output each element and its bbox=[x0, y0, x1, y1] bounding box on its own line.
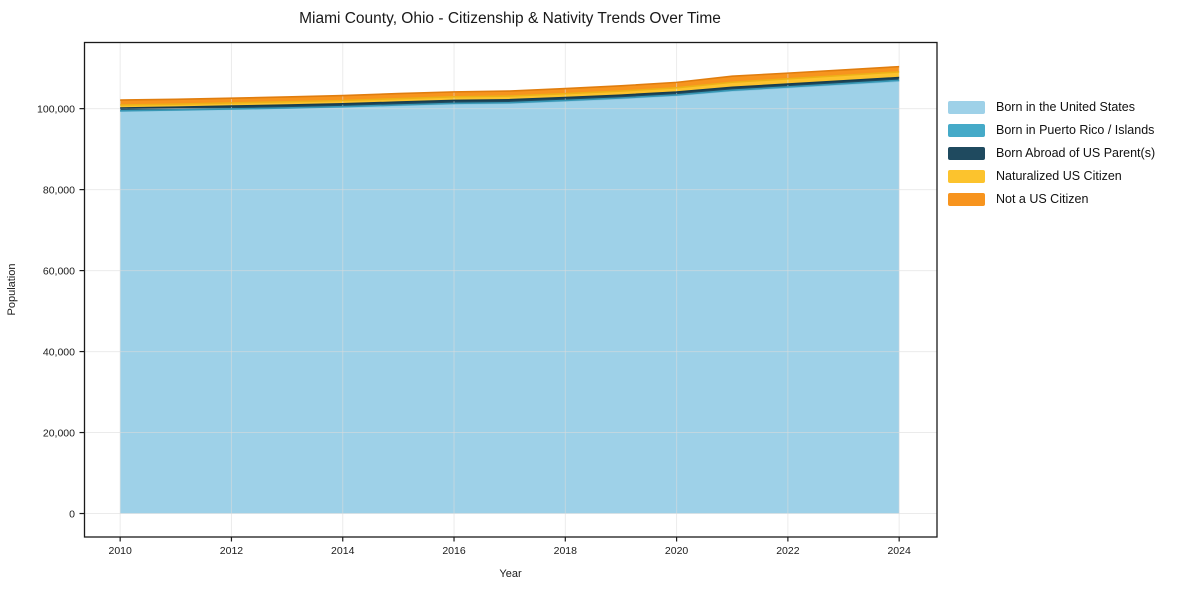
x-tick-label: 2018 bbox=[554, 545, 578, 557]
y-axis-label: Population bbox=[6, 264, 18, 316]
plot-frame bbox=[83, 41, 938, 538]
legend-swatch-2 bbox=[948, 147, 985, 160]
x-tick-label: 2024 bbox=[887, 545, 911, 557]
edge-series-4 bbox=[120, 65, 900, 101]
legend-label: Born in Puerto Rico / Islands bbox=[996, 123, 1155, 138]
legend-label: Born Abroad of US Parent(s) bbox=[996, 146, 1156, 161]
legend-swatch-1 bbox=[948, 124, 985, 137]
legend-item: Not a US Citizen bbox=[948, 193, 1155, 206]
legend-swatch-3 bbox=[948, 170, 985, 183]
gridlines bbox=[84, 42, 937, 537]
legend-label: Born in the United States bbox=[996, 100, 1135, 115]
x-tick-label: 2022 bbox=[776, 545, 800, 557]
area-series-0 bbox=[120, 81, 900, 514]
y-tick-label: 40,000 bbox=[43, 346, 75, 358]
y-tick-label: 80,000 bbox=[43, 184, 75, 196]
legend-label: Not a US Citizen bbox=[996, 192, 1089, 207]
legend-item: Born Abroad of US Parent(s) bbox=[948, 147, 1155, 160]
y-tick-label: 0 bbox=[69, 508, 75, 520]
legend-item: Born in the United States bbox=[948, 101, 1155, 114]
axis-ticks bbox=[79, 108, 900, 542]
y-tick-label: 60,000 bbox=[43, 265, 75, 277]
chart-title: Miami County, Ohio - Citizenship & Nativ… bbox=[299, 10, 721, 27]
area-series-4 bbox=[120, 66, 900, 105]
edge-series-3 bbox=[120, 71, 900, 106]
stacked-areas bbox=[120, 66, 900, 514]
edge-series-1 bbox=[120, 79, 900, 112]
legend-label: Naturalized US Citizen bbox=[996, 169, 1122, 184]
x-tick-label: 2010 bbox=[108, 545, 132, 557]
axis-tick-labels: 2010 2012 2014 2016 2018 2020 2022 2024 0 20,000 4… bbox=[37, 103, 911, 557]
legend-item: Born in Puerto Rico / Islands bbox=[948, 124, 1155, 137]
x-tick-label: 2016 bbox=[442, 545, 466, 557]
area-edge-lines bbox=[120, 65, 900, 112]
x-tick-label: 2020 bbox=[665, 545, 689, 557]
legend-item: Naturalized US Citizen bbox=[948, 170, 1155, 183]
legend-swatch-4 bbox=[948, 193, 985, 206]
y-tick-label: 20,000 bbox=[43, 427, 75, 439]
legend-swatch-0 bbox=[948, 101, 985, 114]
x-tick-label: 2014 bbox=[331, 545, 355, 557]
x-tick-label: 2012 bbox=[220, 545, 244, 557]
edge-series-2 bbox=[120, 76, 900, 109]
legend: Born in the United States Born in Puerto … bbox=[948, 101, 1155, 206]
y-tick-label: 100,000 bbox=[37, 103, 75, 115]
x-axis-label: Year bbox=[499, 568, 522, 580]
